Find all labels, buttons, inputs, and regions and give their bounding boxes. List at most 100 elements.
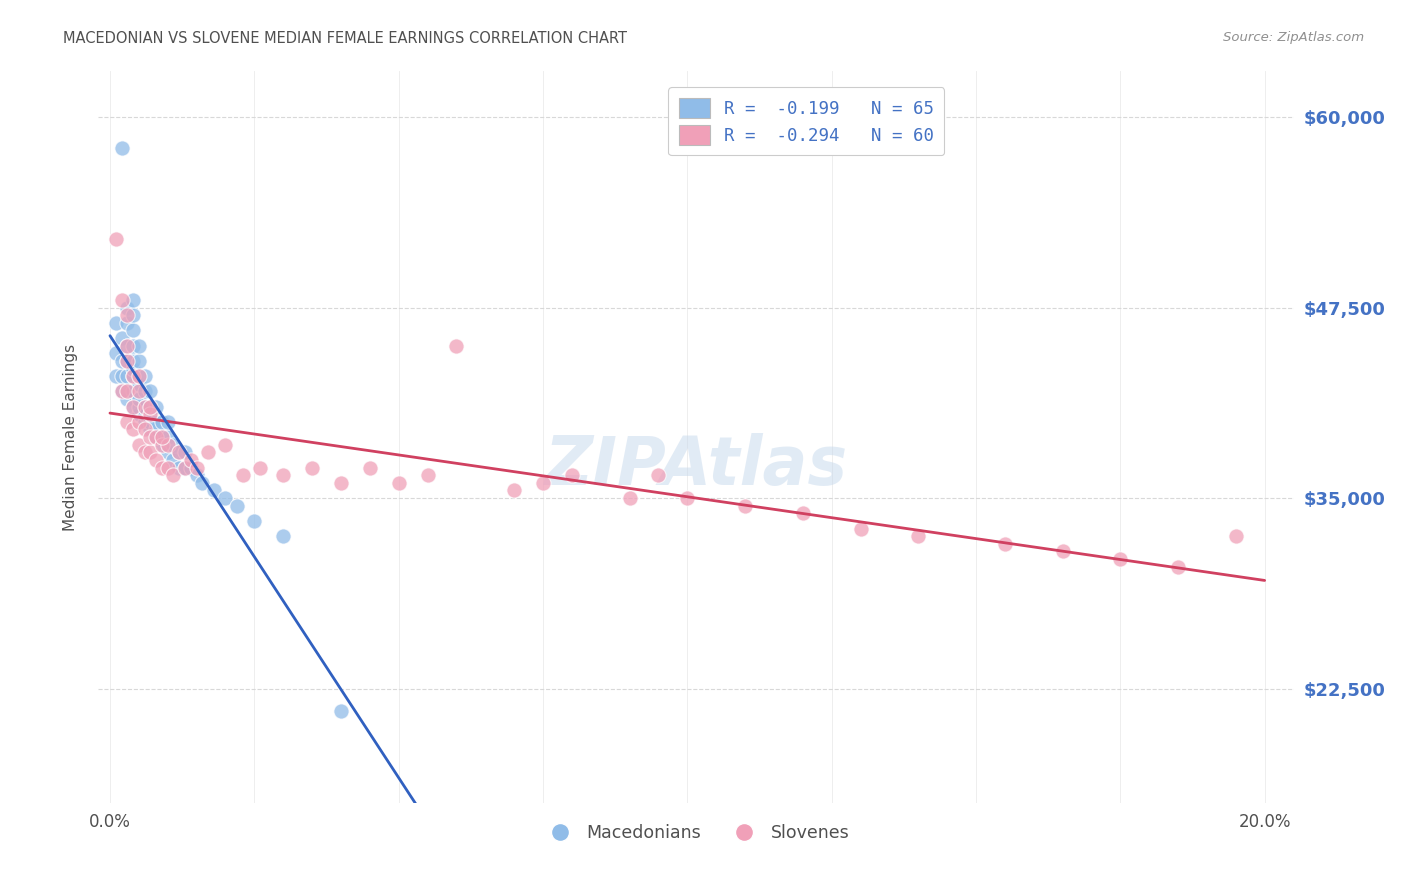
Point [167,460,190,475]
Point [122,323,145,337]
Point [561,468,583,483]
Point [647,468,669,483]
Point [186,468,208,483]
Point [676,491,699,505]
Point [446,339,468,353]
Point [174,460,197,475]
Point [128,339,150,353]
Point [359,460,381,475]
Point [388,475,411,490]
Point [214,491,236,505]
Point [128,392,150,406]
Point [416,468,439,483]
Point [1109,552,1132,566]
Point [162,453,184,467]
Point [104,232,127,246]
Point [117,301,139,315]
Point [167,445,190,459]
Point [139,415,162,429]
Point [186,460,208,475]
Point [162,438,184,452]
Point [134,384,156,399]
Point [174,445,197,459]
Point [122,400,145,414]
Point [271,468,294,483]
Y-axis label: Median Female Earnings: Median Female Earnings [63,343,77,531]
Point [156,415,179,429]
Point [104,316,127,330]
Point [128,354,150,368]
Point [110,354,132,368]
Point [180,453,202,467]
Point [122,293,145,307]
Text: MACEDONIAN VS SLOVENE MEDIAN FEMALE EARNINGS CORRELATION CHART: MACEDONIAN VS SLOVENE MEDIAN FEMALE EARN… [63,31,627,46]
Point [329,475,352,490]
Point [180,460,202,475]
Point [117,384,139,399]
Point [134,369,156,384]
Point [531,475,554,490]
Point [128,376,150,391]
Point [128,407,150,421]
Point [128,415,150,429]
Point [174,460,197,475]
Point [145,422,167,436]
Point [134,415,156,429]
Point [110,384,132,399]
Legend: Macedonians, Slovenes: Macedonians, Slovenes [536,817,856,849]
Point [145,415,167,429]
Point [122,354,145,368]
Point [110,384,132,399]
Point [1167,559,1189,574]
Point [243,514,266,528]
Point [232,468,254,483]
Point [128,438,150,452]
Point [145,430,167,444]
Point [110,140,132,154]
Point [122,369,145,384]
Point [150,460,173,475]
Point [117,316,139,330]
Point [150,415,173,429]
Point [134,407,156,421]
Point [122,361,145,376]
Point [156,438,179,452]
Point [249,460,271,475]
Point [117,369,139,384]
Point [1052,544,1074,558]
Point [734,499,756,513]
Point [156,445,179,459]
Point [122,308,145,322]
Point [128,369,150,384]
Point [150,430,173,444]
Point [117,384,139,399]
Point [128,369,150,384]
Point [139,422,162,436]
Point [134,422,156,436]
Point [134,400,156,414]
Point [110,293,132,307]
Point [503,483,526,498]
Point [104,369,127,384]
Point [197,445,219,459]
Point [139,407,162,421]
Text: ZIPAtlas: ZIPAtlas [544,434,848,500]
Point [162,468,184,483]
Point [117,339,139,353]
Point [271,529,294,543]
Point [139,384,162,399]
Point [156,460,179,475]
Point [117,392,139,406]
Point [122,339,145,353]
Point [792,506,814,520]
Point [150,430,173,444]
Point [994,537,1017,551]
Point [191,475,214,490]
Point [134,445,156,459]
Point [150,438,173,452]
Point [110,331,132,345]
Point [202,483,225,498]
Point [117,354,139,368]
Point [145,430,167,444]
Point [134,400,156,414]
